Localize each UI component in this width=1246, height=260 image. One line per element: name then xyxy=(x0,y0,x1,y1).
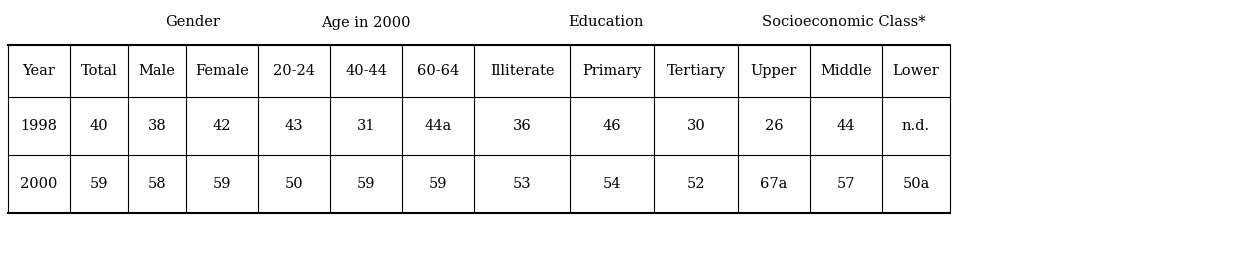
Text: 59: 59 xyxy=(90,177,108,191)
Text: 53: 53 xyxy=(512,177,531,191)
Text: 44: 44 xyxy=(837,119,855,133)
Text: 46: 46 xyxy=(603,119,622,133)
Text: 52: 52 xyxy=(687,177,705,191)
Text: 67a: 67a xyxy=(760,177,787,191)
Text: 40: 40 xyxy=(90,119,108,133)
Text: 26: 26 xyxy=(765,119,784,133)
Text: 20-24: 20-24 xyxy=(273,64,315,78)
Text: 31: 31 xyxy=(356,119,375,133)
Text: Total: Total xyxy=(81,64,117,78)
Text: Illiterate: Illiterate xyxy=(490,64,554,78)
Text: Middle: Middle xyxy=(820,64,872,78)
Text: Education: Education xyxy=(568,16,644,29)
Text: 1998: 1998 xyxy=(20,119,57,133)
Text: 36: 36 xyxy=(512,119,531,133)
Text: Female: Female xyxy=(196,64,249,78)
Text: Gender: Gender xyxy=(166,16,221,29)
Text: Age in 2000: Age in 2000 xyxy=(321,16,411,29)
Text: 38: 38 xyxy=(147,119,167,133)
Text: 59: 59 xyxy=(356,177,375,191)
Text: 42: 42 xyxy=(213,119,232,133)
Text: Upper: Upper xyxy=(751,64,797,78)
Text: 50a: 50a xyxy=(902,177,930,191)
Text: 57: 57 xyxy=(837,177,855,191)
Text: Socioeconomic Class*: Socioeconomic Class* xyxy=(763,16,926,29)
Text: 2000: 2000 xyxy=(20,177,57,191)
Text: 54: 54 xyxy=(603,177,622,191)
Text: n.d.: n.d. xyxy=(902,119,930,133)
Text: 58: 58 xyxy=(148,177,166,191)
Text: Year: Year xyxy=(22,64,55,78)
Text: Male: Male xyxy=(138,64,176,78)
Text: 59: 59 xyxy=(213,177,232,191)
Text: 59: 59 xyxy=(429,177,447,191)
Text: Tertiary: Tertiary xyxy=(667,64,725,78)
Text: 44a: 44a xyxy=(425,119,451,133)
Text: Lower: Lower xyxy=(892,64,939,78)
Text: 60-64: 60-64 xyxy=(417,64,459,78)
Text: 40-44: 40-44 xyxy=(345,64,388,78)
Text: Primary: Primary xyxy=(582,64,642,78)
Text: 43: 43 xyxy=(284,119,303,133)
Text: 30: 30 xyxy=(687,119,705,133)
Text: 50: 50 xyxy=(284,177,303,191)
